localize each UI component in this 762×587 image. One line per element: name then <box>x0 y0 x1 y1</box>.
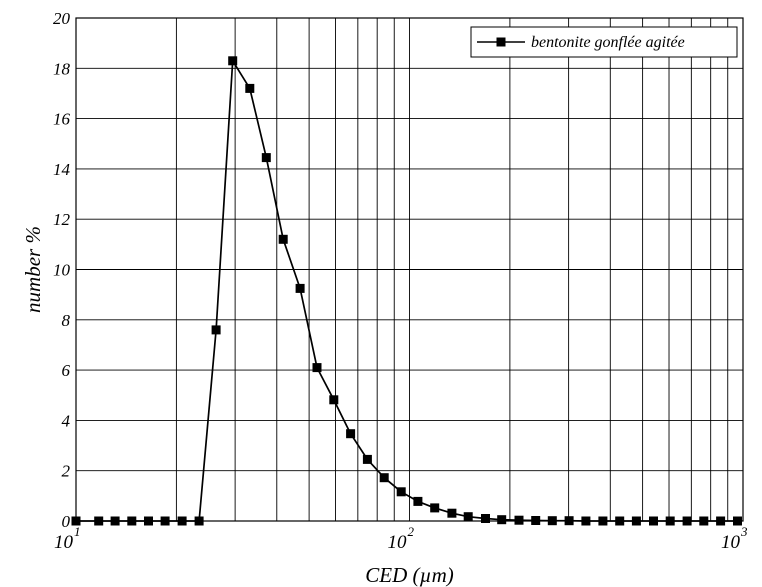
data-point <box>430 503 440 513</box>
grid <box>76 18 743 521</box>
y-tick-label: 18 <box>53 59 71 78</box>
y-tick-label: 12 <box>53 210 71 229</box>
y-axis-ticks: 0 2 4 6 8 10 12 14 16 18 20 <box>53 9 71 531</box>
data-point <box>396 487 406 497</box>
data-point <box>177 516 187 526</box>
data-point <box>481 514 490 523</box>
data-point <box>160 516 170 526</box>
data-point <box>716 516 726 526</box>
y-tick-label: 16 <box>53 110 71 129</box>
data-point <box>447 508 457 518</box>
y-tick-label: 8 <box>62 311 71 330</box>
data-point <box>144 516 153 526</box>
legend: bentonite gonflée agitée <box>470 26 738 58</box>
data-point <box>497 515 507 525</box>
data-point <box>211 325 221 335</box>
x-tick-base: 10 <box>54 532 74 553</box>
data-point <box>261 153 271 163</box>
data-point <box>295 283 305 293</box>
data-point <box>631 516 641 526</box>
y-tick-label: 10 <box>53 261 71 280</box>
x-tick-exponent: 2 <box>408 524 415 539</box>
data-point <box>598 516 608 526</box>
data-point <box>649 516 658 526</box>
data-point <box>278 234 288 244</box>
data-point <box>110 516 120 526</box>
data-point <box>127 516 137 526</box>
plot-frame <box>75 17 744 522</box>
y-tick-label: 4 <box>62 411 71 430</box>
data-point <box>682 516 692 526</box>
data-point <box>733 516 742 526</box>
legend-marker <box>496 37 506 47</box>
legend-label: bentonite gonflée agitée <box>531 34 685 51</box>
series-line <box>76 59 738 522</box>
data-point <box>413 496 423 506</box>
x-tick-base: 10 <box>721 532 741 553</box>
data-point <box>94 516 104 526</box>
data-point <box>329 395 339 405</box>
data-point <box>547 516 557 526</box>
data-point <box>699 516 709 526</box>
data-point <box>615 516 625 526</box>
series-layer <box>71 56 742 526</box>
data-point <box>346 429 356 439</box>
data-point <box>581 516 591 526</box>
data-point <box>564 516 574 526</box>
y-tick-label: 14 <box>53 160 71 179</box>
y-axis-label: number % <box>21 226 45 313</box>
data-point <box>194 516 204 526</box>
y-tick-label: 0 <box>62 512 71 531</box>
y-tick-label: 20 <box>53 9 71 28</box>
x-tick-label: 101 <box>54 524 81 553</box>
x-tick-base: 10 <box>388 532 408 553</box>
data-point <box>245 83 255 93</box>
x-tick-label: 103 <box>721 524 748 553</box>
data-point <box>312 363 322 373</box>
y-tick-label: 2 <box>62 462 71 481</box>
data-point <box>531 516 541 525</box>
data-point <box>71 516 81 526</box>
x-axis-label: CED (µm) <box>365 563 454 587</box>
x-tick-exponent: 3 <box>740 524 748 539</box>
data-point <box>379 473 389 483</box>
x-tick-label: 102 <box>388 524 415 553</box>
x-tick-exponent: 1 <box>74 524 81 539</box>
data-point <box>665 516 675 526</box>
data-point <box>463 512 473 522</box>
data-point <box>362 454 372 464</box>
data-point <box>228 56 238 66</box>
data-point <box>514 515 524 525</box>
y-tick-label: 6 <box>62 361 71 380</box>
